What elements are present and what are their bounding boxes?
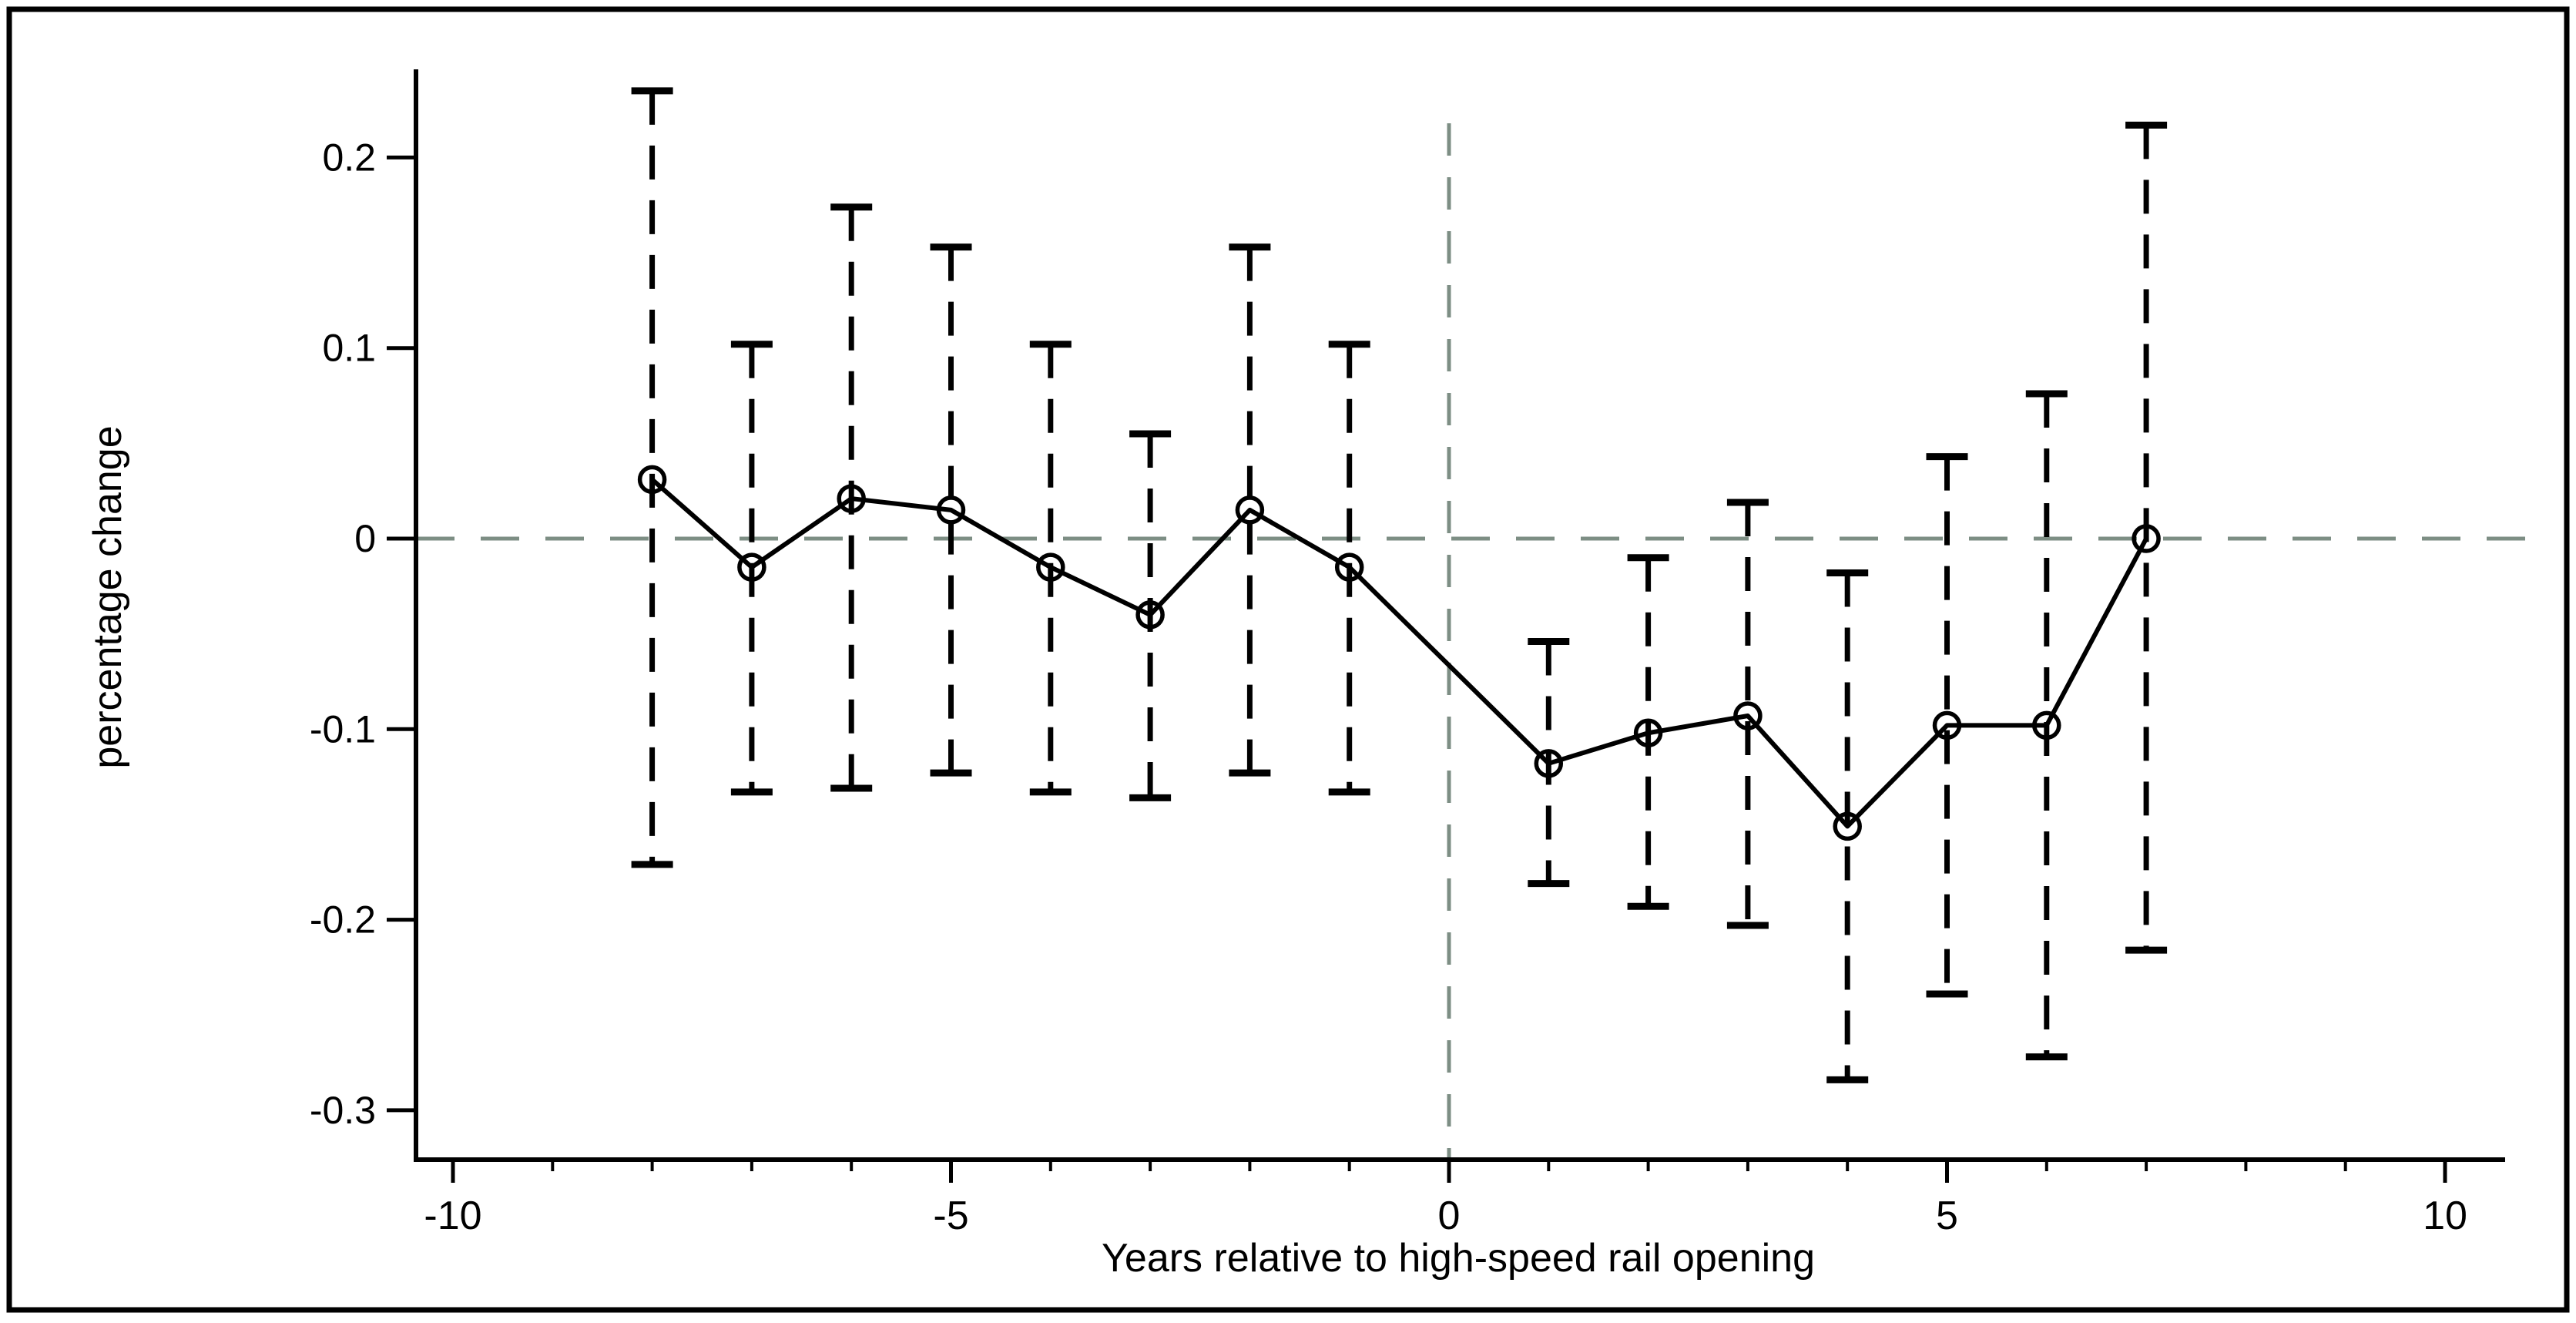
data-point-marker — [1733, 701, 1763, 730]
data-point-marker — [2032, 710, 2061, 740]
y-tick-label: -0.3 — [310, 1089, 376, 1132]
data-point-marker — [936, 495, 966, 525]
data-point-marker — [1334, 552, 1364, 582]
y-tick-label: 0.2 — [322, 136, 376, 179]
axes — [387, 69, 2505, 1183]
data-point-markers — [637, 465, 2161, 841]
x-tick-label: -5 — [933, 1194, 968, 1238]
data-point-marker — [1235, 495, 1265, 525]
data-point-marker — [1534, 749, 1564, 778]
y-tick-label: 0.1 — [322, 327, 376, 370]
estimate-polyline — [650, 478, 2148, 829]
data-point-marker — [837, 484, 866, 513]
data-point-marker — [2132, 524, 2161, 553]
x-axis-title: Years relative to high-speed rail openin… — [1102, 1236, 1815, 1281]
x-tick-label: -10 — [424, 1194, 481, 1238]
data-point-marker — [1036, 552, 1065, 582]
data-point-marker — [637, 465, 667, 495]
y-tick-label: -0.2 — [310, 898, 376, 942]
x-tick-label: 0 — [1438, 1194, 1461, 1238]
y-axis-title: percentage change — [86, 425, 130, 768]
data-point-marker — [1833, 811, 1862, 841]
tick-labels: 0.2 0.1 0 -0.1 -0.2 -0.3 -10 -5 0 5 10 — [310, 136, 2467, 1238]
data-point-marker — [1633, 718, 1663, 747]
x-tick-label: 5 — [1936, 1194, 1958, 1238]
figure-border — [6, 6, 2570, 1313]
estimate-line — [650, 478, 2148, 829]
y-tick-label: 0 — [354, 517, 376, 560]
x-tick-label: 10 — [2423, 1194, 2467, 1238]
y-tick-label: -0.1 — [310, 707, 376, 750]
data-point-marker — [1932, 710, 1962, 740]
reference-lines — [416, 123, 2538, 1160]
data-point-marker — [737, 552, 766, 582]
data-point-marker — [1135, 600, 1165, 630]
